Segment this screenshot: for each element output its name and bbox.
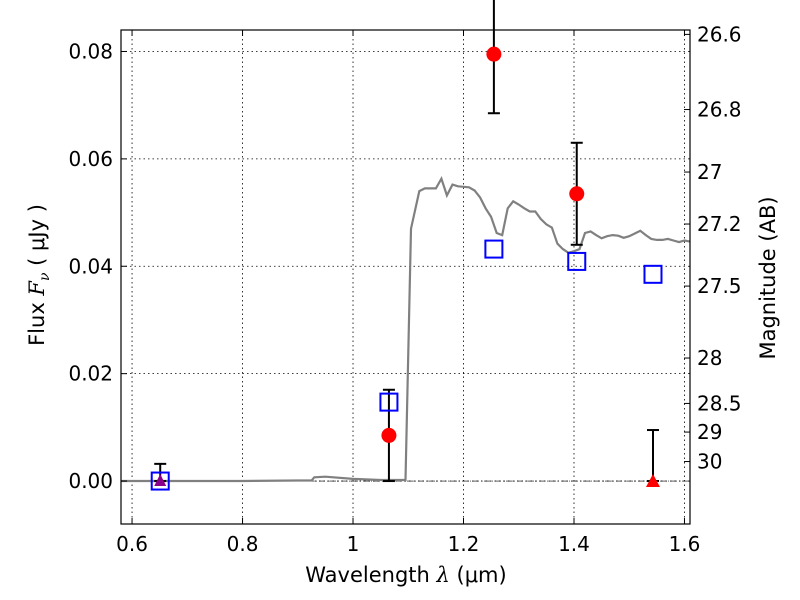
tick-labels: 0.6 0.8 1 1.2 1.4 1.6 0.00 0.02 0.04 0.06 0.08 26.6… (68, 22, 741, 556)
y2-tick-label: 28.5 (697, 391, 742, 415)
model-photometry-square (150, 471, 170, 491)
observed-flux-point (486, 46, 502, 62)
model-photometry-square (379, 392, 399, 412)
x-tick-label: 1.4 (558, 532, 590, 556)
y2-tick-label: 30 (697, 450, 722, 474)
y-axis-title-subscript: ν (37, 272, 53, 281)
plot-frame (120, 29, 691, 525)
model-sed-layer (121, 175, 691, 483)
low-point-marker (154, 474, 167, 487)
y2-tick-label: 27 (697, 160, 722, 184)
y-axis-title-prefix: Flux (25, 296, 49, 346)
y-tick-label: 0.04 (68, 254, 113, 278)
x-tick-label: 1.2 (448, 532, 480, 556)
x-axis-title-symbol: λ (436, 563, 450, 587)
model-photometry-square (484, 239, 504, 259)
x-axis-title: Wavelength λ (μm) (305, 563, 506, 587)
y2-tick-label: 26.6 (697, 22, 742, 46)
y2-tick-label: 29 (697, 420, 722, 444)
y-axis-title: Flux Fν ( μJy ) (25, 204, 53, 346)
data-markers (150, 46, 663, 491)
x-axis-title-suffix: (μm) (450, 563, 507, 587)
y2-tick-label: 26.8 (697, 98, 742, 122)
model-sed-line (121, 175, 691, 483)
y2-tick-label: 27.5 (697, 274, 742, 298)
y2-axis-title: Magnitude (AB) (756, 196, 780, 359)
observed-flux-point (569, 186, 585, 202)
x-tick-label: 0.8 (227, 532, 259, 556)
y-tick-label: 0.06 (68, 147, 113, 171)
y2-tick-label: 27.2 (697, 212, 742, 236)
y-axis-title-suffix: ( μJy ) (25, 204, 49, 272)
x-axis-title-prefix: Wavelength (305, 563, 436, 587)
model-photometry-square (567, 251, 587, 271)
y2-tick-label: 28 (697, 346, 722, 370)
y-tick-label: 0.00 (68, 469, 113, 493)
y-tick-label: 0.02 (68, 362, 113, 386)
y-tick-label: 0.08 (68, 39, 113, 63)
model-photometry-square (643, 264, 663, 284)
axis-ticks (121, 30, 690, 524)
x-tick-label: 1.6 (669, 532, 701, 556)
upper-limit-marker (645, 474, 660, 488)
x-tick-label: 0.6 (116, 532, 148, 556)
observed-flux-point (381, 427, 397, 443)
x-tick-label: 1 (347, 532, 360, 556)
y-axis-title-symbol: F (25, 280, 49, 297)
